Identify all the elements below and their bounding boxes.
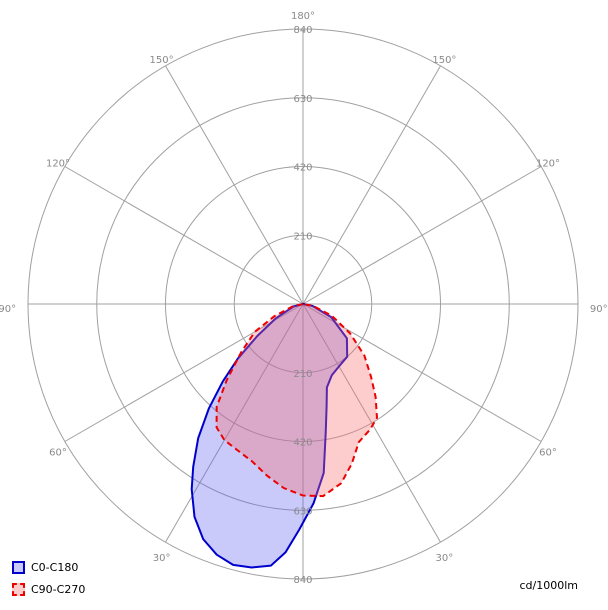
series-layer [190, 303, 378, 569]
radial-label-down-630: 630 [293, 506, 312, 517]
radial-label-down-840: 840 [293, 575, 312, 586]
radial-label-up-210: 210 [293, 231, 312, 242]
grid-spoke-300 [64, 303, 304, 442]
radial-label-up-630: 630 [293, 94, 312, 105]
angle-label-9: 30° [436, 553, 454, 564]
legend-item-c90-c270: C90-C270 [12, 578, 85, 600]
angle-label-1: 150° [432, 55, 456, 66]
angle-label-7: 60° [539, 447, 557, 458]
angle-label-0: 180° [291, 11, 315, 22]
angle-label-6: 90° [0, 304, 16, 315]
legend-item-c0-c180: C0-C180 [12, 556, 85, 578]
angle-label-8: 60° [49, 447, 67, 458]
angle-label-10: 30° [153, 553, 171, 564]
grid-spoke-150 [302, 65, 441, 305]
radial-label-down-420: 420 [293, 438, 312, 449]
grid-spoke-240 [64, 166, 304, 305]
legend: C0-C180 C90-C270 [12, 556, 85, 600]
legend-swatch-c90-c270 [12, 582, 25, 596]
angle-label-5: 90° [590, 304, 608, 315]
unit-label: cd/1000lm [519, 579, 578, 592]
series-c90-c270 [215, 303, 378, 498]
angle-label-3: 120° [536, 159, 560, 170]
grid-spoke-120 [302, 166, 542, 305]
polar-grid [27, 28, 579, 580]
axis-labels: 180° 150° 150° 120° 120° 90° 90° 60° 60° 30° 30° 21… [0, 11, 608, 586]
radial-label-down-210: 210 [293, 369, 312, 380]
legend-label-c90-c270: C90-C270 [31, 582, 86, 596]
grid-spoke-210 [165, 65, 304, 305]
radial-label-up-420: 420 [293, 163, 312, 174]
series-c0-c180 [190, 303, 349, 569]
legend-label-c0-c180: C0-C180 [31, 560, 79, 574]
legend-swatch-c0-c180 [12, 560, 25, 574]
angle-label-4: 120° [46, 159, 70, 170]
grid-spoke-330 [165, 303, 304, 543]
grid-spoke-30 [302, 303, 441, 543]
angle-label-2: 150° [150, 55, 174, 66]
radial-label-up-840: 840 [293, 25, 312, 36]
